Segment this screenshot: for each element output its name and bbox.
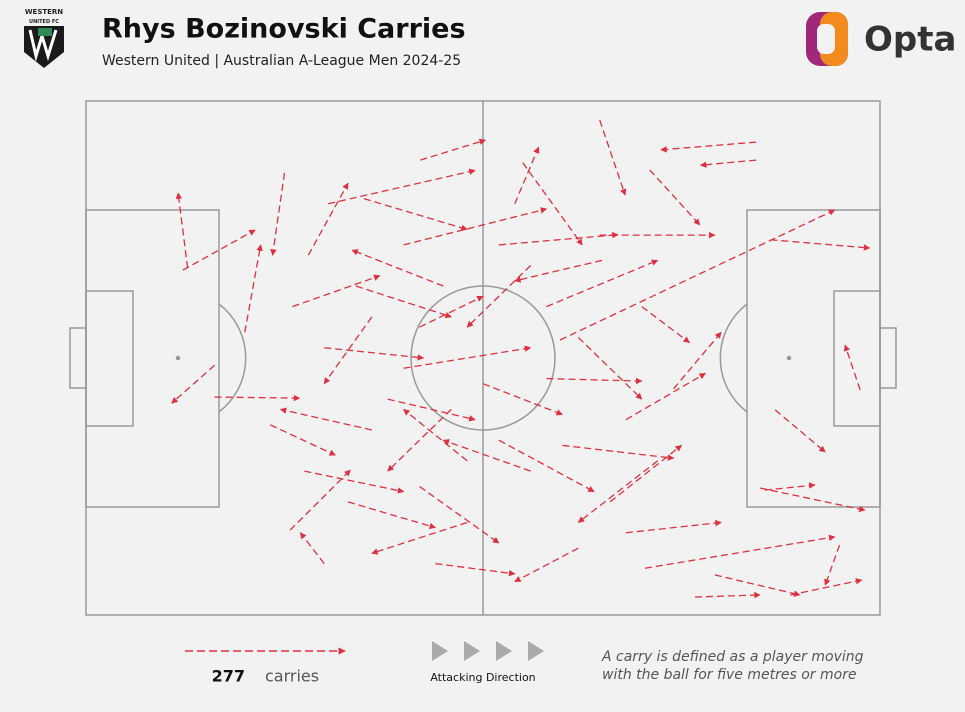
carry-arrow: [673, 331, 722, 390]
carry-arrow: [289, 469, 351, 531]
carry-arrow: [323, 316, 373, 385]
carry-arrow: [522, 162, 583, 246]
carry-arrow: [214, 394, 301, 402]
carry-arrow: [299, 532, 325, 564]
carry-arrow: [324, 347, 425, 361]
carry-arrow: [562, 444, 675, 461]
note: with the ball for five metres or more: [602, 667, 857, 683]
carry-count: 277: [212, 667, 245, 686]
carry-arrow: [714, 574, 801, 597]
title: Rhys Bozinovski Carries: [102, 14, 466, 45]
carry-arrow: [371, 521, 468, 555]
carry-arrow: [609, 444, 683, 503]
carry-arrow: [577, 336, 643, 400]
carry-arrow: [347, 501, 436, 530]
carry-arrow: [559, 209, 836, 341]
badge-text: WESTERN: [25, 8, 63, 16]
carry-arrow: [270, 172, 286, 256]
carry-arrow: [641, 306, 690, 344]
carry-arrow: [466, 265, 532, 328]
carry-arrow: [387, 408, 452, 472]
carry-arrow: [770, 239, 871, 251]
carry-arrow: [649, 169, 701, 226]
carry-arrow: [403, 408, 468, 462]
club-badge: WESTERN UNITED FC: [24, 8, 64, 68]
carry-arrow: [625, 519, 722, 534]
carry-arrow: [351, 249, 444, 287]
carry-arrow: [420, 138, 487, 161]
carry-arrow: [482, 383, 564, 416]
carry-arrow: [699, 159, 757, 168]
carry-arrow: [269, 424, 336, 456]
carry-arrow: [660, 141, 757, 153]
carry-arrow: [171, 364, 216, 404]
carry-arrow: [824, 544, 841, 586]
carry-arrow: [307, 182, 349, 256]
carry-arrow: [442, 439, 531, 472]
carry-arrow: [355, 285, 452, 319]
carry-arrow: [546, 259, 659, 308]
carry-arrow: [514, 259, 603, 283]
carry-arrow: [435, 562, 516, 577]
brand-logo: Opta: [806, 12, 956, 66]
carry-arrow: [514, 547, 579, 583]
note: A carry is defined as a player moving: [601, 649, 864, 665]
carry-arrow: [625, 372, 706, 421]
carry-arrow: [403, 207, 548, 246]
carry-arrow: [304, 470, 405, 494]
direction-label: Attacking Direction: [430, 671, 535, 684]
carry-arrow: [363, 198, 468, 231]
badge-text: UNITED FC: [29, 19, 59, 25]
carry-arrow: [175, 192, 189, 269]
carry-arrow: [419, 485, 500, 544]
subtitle: Western United | Australian A-League Men…: [102, 53, 461, 69]
carry-arrow: [279, 407, 372, 431]
brand-text: Opta: [864, 20, 956, 60]
carry-arrow: [292, 274, 381, 308]
carry-arrow: [843, 344, 861, 391]
carry-arrow: [498, 231, 619, 246]
carry-count-label: carries: [265, 667, 319, 686]
direction-arrows: [432, 641, 544, 661]
carry-arrow: [498, 439, 595, 493]
carry-arrow: [328, 168, 476, 205]
carry-arrow: [387, 398, 476, 422]
carry-arrow: [244, 244, 263, 333]
carry-arrow: [644, 534, 836, 569]
pitch: [69, 100, 897, 616]
carry-arrow: [419, 295, 484, 328]
carry-arrow: [759, 487, 866, 513]
carry-arrow: [546, 377, 643, 385]
carry-arrow: [790, 578, 863, 596]
carries: [171, 119, 871, 599]
carry-arrow: [577, 460, 659, 523]
carry-arrow: [599, 119, 627, 196]
carry-arrow: [764, 482, 816, 491]
carry-arrow: [182, 229, 256, 271]
